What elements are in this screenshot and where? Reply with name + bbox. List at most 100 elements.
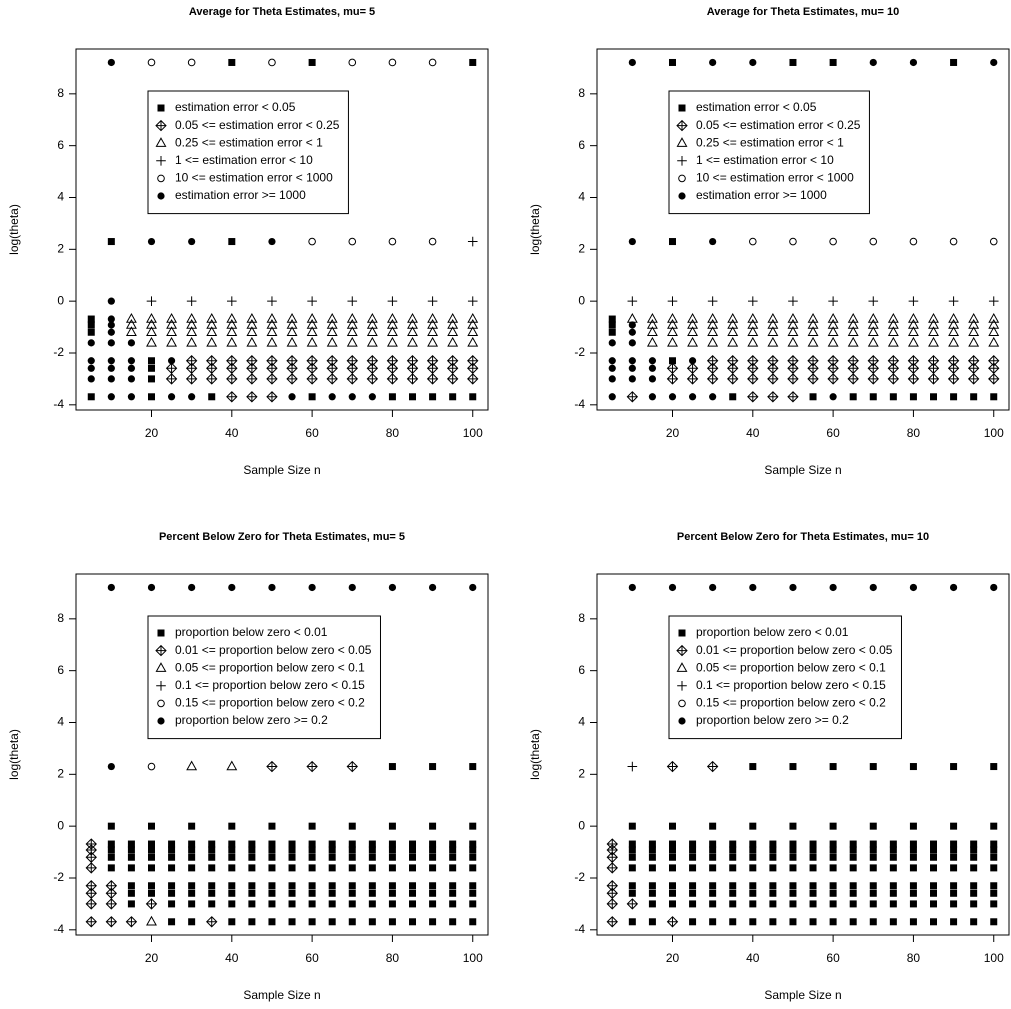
point [749,900,757,908]
point [729,393,737,401]
legend-label: 1 <= estimation error < 10 [696,153,834,167]
point [729,918,737,926]
point [709,583,717,592]
point [467,336,479,347]
point [887,362,900,374]
point [689,882,697,890]
y-tick-label: 2 [57,241,64,255]
point [809,846,817,854]
point [666,916,679,928]
point [348,58,357,67]
point [967,362,980,374]
point [709,882,717,890]
x-axis-label: Sample Size n [243,463,320,477]
y-tick-label: 0 [57,818,64,832]
point [950,846,958,854]
point [266,313,278,323]
point [668,840,676,848]
point [326,362,338,374]
point [628,882,636,890]
point [789,583,797,592]
point [869,58,877,67]
point [668,864,676,872]
point [228,882,236,890]
point [266,373,278,385]
legend-symbol [155,137,167,147]
point [689,840,697,848]
point [308,918,316,926]
point [248,900,256,908]
legend-label: 0.05 <= proportion below zero < 0.1 [696,660,886,674]
point [288,393,296,401]
point [727,362,739,374]
point [829,237,837,246]
point [608,375,616,383]
point [707,336,719,347]
point [689,846,697,854]
legend-symbol [676,137,688,147]
point [429,393,437,401]
point [767,391,779,403]
point [769,918,777,926]
point [206,916,218,928]
point [347,296,358,306]
point [849,393,857,401]
point [228,889,236,897]
point [467,326,479,336]
legend-symbol [678,717,686,725]
point [368,853,376,861]
point [707,313,719,323]
point [469,763,477,771]
point [688,393,697,401]
point [166,326,178,336]
point [147,840,155,848]
legend-label: estimation error >= 1000 [175,188,306,202]
point [328,393,336,401]
point [348,822,356,830]
point [967,373,980,385]
point [668,900,676,908]
point [368,882,376,890]
x-axis-label: Sample Size n [764,463,841,477]
x-tick-label: 80 [386,951,400,965]
point [246,313,258,323]
point [709,918,717,926]
y-tick-label: -4 [574,922,585,936]
point [869,583,877,592]
point [608,315,616,323]
point [407,313,418,323]
point [386,336,398,347]
point [449,393,457,401]
point [308,237,316,246]
point [907,373,920,385]
legend-label: estimation error < 0.05 [175,100,296,114]
y-tick-label: -4 [574,397,585,411]
legend-label: 0.15 <= proportion below zero < 0.2 [175,696,365,710]
point [889,918,897,926]
legend-box [668,90,870,215]
point [727,326,739,336]
legend-symbol [678,192,686,200]
point [829,864,837,872]
point [869,889,877,897]
legend-symbol [677,156,687,166]
point [767,326,779,336]
point [328,882,336,890]
point [105,898,118,910]
point [228,918,236,926]
point [947,373,960,385]
point [407,336,418,347]
point [990,846,998,854]
point [188,864,196,872]
point [648,864,656,872]
point [869,393,877,401]
point [829,853,837,861]
point [747,326,759,336]
point [386,313,398,323]
point [286,313,298,323]
point [928,326,939,336]
point [368,393,376,401]
point [147,357,155,365]
point [789,853,797,861]
point [907,362,920,374]
